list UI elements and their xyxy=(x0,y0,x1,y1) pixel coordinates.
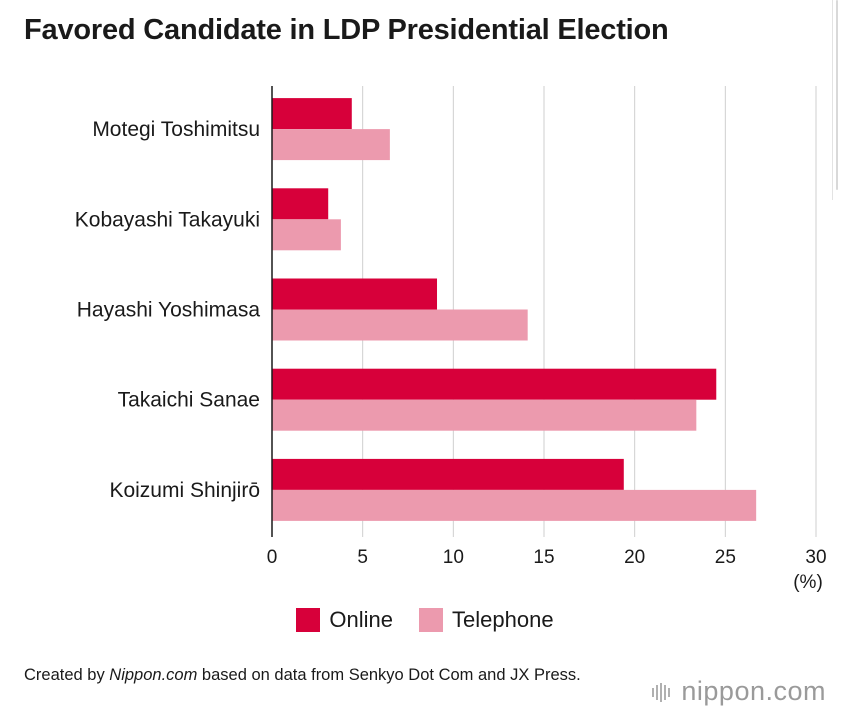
x-tick-label: 20 xyxy=(624,547,645,568)
scrollbar[interactable] xyxy=(832,0,850,200)
legend-swatch-online xyxy=(296,608,321,632)
chart-legend: Online Telephone xyxy=(0,607,850,633)
bar-telephone xyxy=(272,129,390,161)
credit-suffix: based on data from Senkyo Dot Com and JX… xyxy=(197,666,581,684)
chart-title: Favored Candidate in LDP Presidential El… xyxy=(24,14,669,46)
logo-bars-icon xyxy=(652,682,671,702)
credit-prefix: Created by xyxy=(24,666,110,684)
bar-online xyxy=(272,98,352,130)
legend-item-online: Online xyxy=(296,607,393,633)
bar-online xyxy=(272,458,624,490)
category-label: Motegi Toshimitsu xyxy=(92,118,260,141)
x-tick-label: 25 xyxy=(715,547,736,568)
legend-swatch-telephone xyxy=(419,608,444,632)
bar-telephone xyxy=(272,309,528,341)
brand-tld: .com xyxy=(765,676,826,706)
credit-source: Nippon.com xyxy=(109,666,198,684)
category-label: Takaichi Sanae xyxy=(118,389,260,412)
x-tick-label: 0 xyxy=(267,547,278,568)
category-label: Hayashi Yoshimasa xyxy=(77,299,261,322)
bar-telephone xyxy=(272,489,757,521)
bar-telephone xyxy=(272,219,341,251)
legend-label-online: Online xyxy=(329,607,394,632)
brand-name: nippon xyxy=(681,676,766,706)
source-credit: Created by Nippon.com based on data from… xyxy=(24,664,644,686)
bar-online xyxy=(272,188,329,220)
category-label: Kobayashi Takayuki xyxy=(75,208,260,231)
legend-item-telephone: Telephone xyxy=(419,607,554,633)
category-label: Koizumi Shinjirō xyxy=(109,479,260,502)
x-tick-label: 10 xyxy=(443,547,464,568)
bar-online xyxy=(272,278,438,310)
bar-telephone xyxy=(272,399,697,431)
x-tick-label: 30 xyxy=(805,547,826,568)
legend-label-telephone: Telephone xyxy=(452,607,554,632)
bar-online xyxy=(272,368,717,400)
bar-chart: Motegi Toshimitsu Kobayashi Takayuki Hayas… xyxy=(75,86,827,593)
x-unit-label: (%) xyxy=(793,572,823,593)
x-tick-label: 5 xyxy=(357,547,368,568)
x-tick-label: 15 xyxy=(533,547,554,568)
nippon-logo: nippon.com xyxy=(651,676,826,707)
